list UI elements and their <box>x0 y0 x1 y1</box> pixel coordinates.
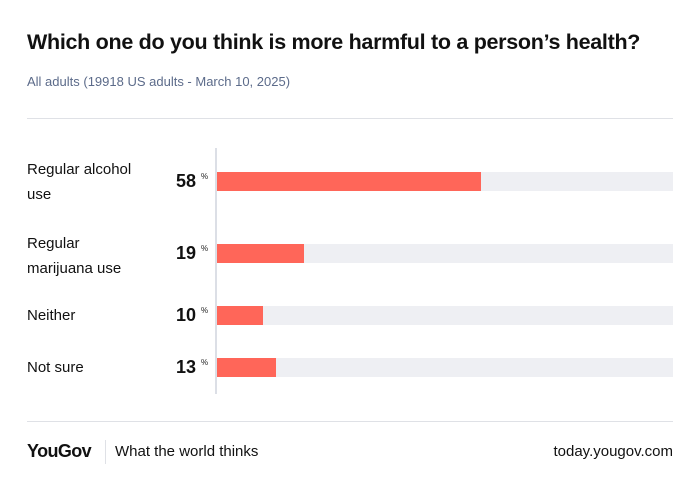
category-label: Neither <box>27 307 76 324</box>
footer-divider <box>27 421 673 422</box>
chart-subtitle: All adults (19918 US adults - March 10, … <box>27 74 291 89</box>
footer-tagline: What the world thinks <box>115 443 259 460</box>
top-divider <box>27 118 673 119</box>
chart-title: Which one do you think is more harmful t… <box>27 30 641 54</box>
footer-url[interactable]: today.yougov.com <box>553 443 673 460</box>
bar-track <box>217 358 673 377</box>
category-label: Regular marijuana use <box>27 235 122 277</box>
yougov-logo: YouGov <box>27 441 92 461</box>
percent-sign: % <box>201 172 209 181</box>
bar <box>217 172 482 191</box>
footer-separator <box>105 440 106 464</box>
percent-sign: % <box>201 306 209 315</box>
bar-track <box>217 244 673 263</box>
bar-track <box>217 306 673 325</box>
category-label: Regular alcohol use <box>27 161 132 203</box>
value-label: 19 <box>175 243 196 263</box>
bar <box>217 306 263 325</box>
value-label: 13 <box>175 357 196 377</box>
bar <box>217 358 277 377</box>
bar <box>217 244 304 263</box>
percent-sign: % <box>201 244 209 253</box>
value-label: 10 <box>175 305 196 325</box>
percent-sign: % <box>201 358 209 367</box>
value-label: 58 <box>175 171 196 191</box>
bar-track <box>217 172 673 191</box>
category-label: Not sure <box>27 359 84 376</box>
y-axis-line <box>215 148 217 394</box>
